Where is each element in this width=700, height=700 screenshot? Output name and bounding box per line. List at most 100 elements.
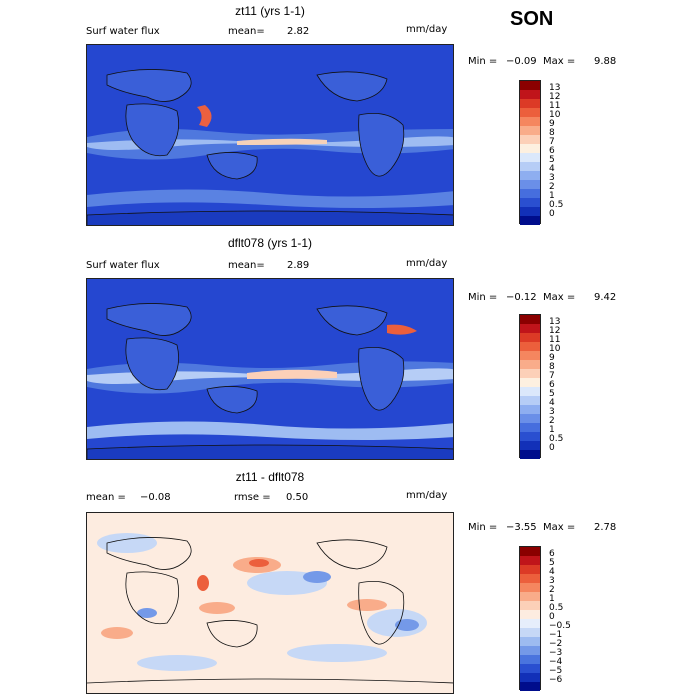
- colorbar-tick-label: 3: [549, 576, 555, 586]
- panel-1-max-value: 9.88: [594, 56, 617, 67]
- colorbar-segment: [520, 574, 540, 583]
- colorbar-tick-label: 8: [549, 362, 555, 372]
- panel-1-colorbar: [519, 80, 541, 225]
- colorbar-tick-label: 6: [549, 380, 555, 390]
- colorbar-segment: [520, 108, 540, 117]
- colorbar-segment: [520, 378, 540, 387]
- colorbar-segment: [520, 216, 540, 225]
- panel-3-min-label: Min =: [468, 522, 498, 533]
- colorbar-tick-label: 12: [549, 92, 561, 102]
- colorbar-segment: [520, 81, 540, 90]
- panel-2-mean-label: mean=: [228, 260, 265, 271]
- panel-1-map: [86, 44, 454, 226]
- colorbar-segment: [520, 315, 540, 324]
- colorbar-tick-label: 0: [549, 209, 555, 219]
- colorbar-tick-label: 4: [549, 164, 555, 174]
- panel-3-max-value: 2.78: [594, 522, 617, 533]
- panel-2-min-value: −0.12: [506, 292, 537, 303]
- colorbar-tick-label: 5: [549, 155, 555, 165]
- panel-3-mean-label: mean =: [86, 492, 126, 503]
- colorbar-tick-label: 11: [549, 335, 561, 345]
- colorbar-segment: [520, 153, 540, 162]
- colorbar-tick-label: 6: [549, 146, 555, 156]
- panel-2-variable: Surf water flux: [86, 260, 160, 271]
- colorbar-segment: [520, 369, 540, 378]
- colorbar-tick-label: −0.5: [549, 621, 571, 631]
- colorbar-segment: [520, 628, 540, 637]
- panel-3-colorbar: [519, 546, 541, 691]
- colorbar-segment: [520, 198, 540, 207]
- panel-1-variable: Surf water flux: [86, 26, 160, 37]
- colorbar-tick-label: 4: [549, 567, 555, 577]
- colorbar-tick-label: 1: [549, 594, 555, 604]
- colorbar-segment: [520, 664, 540, 673]
- colorbar-segment: [520, 673, 540, 682]
- colorbar-tick-label: −3: [549, 648, 563, 658]
- colorbar-segment: [520, 592, 540, 601]
- colorbar-segment: [520, 432, 540, 441]
- colorbar-tick-label: 12: [549, 326, 561, 336]
- colorbar-tick-label: 6: [549, 549, 555, 559]
- panel-1-min-value: −0.09: [506, 56, 537, 67]
- colorbar-tick-label: 0: [549, 612, 555, 622]
- colorbar-segment: [520, 180, 540, 189]
- colorbar-tick-label: 2: [549, 585, 555, 595]
- colorbar-tick-label: 5: [549, 389, 555, 399]
- colorbar-tick-label: −5: [549, 666, 563, 676]
- colorbar-tick-label: 7: [549, 137, 555, 147]
- panel-2-colorbar: [519, 314, 541, 459]
- colorbar-segment: [520, 207, 540, 216]
- colorbar-segment: [520, 99, 540, 108]
- colorbar-tick-label: 3: [549, 173, 555, 183]
- panel-3-units: mm/day: [406, 490, 448, 501]
- colorbar-segment: [520, 189, 540, 198]
- colorbar-segment: [520, 387, 540, 396]
- colorbar-tick-label: 3: [549, 407, 555, 417]
- colorbar-tick-label: 8: [549, 128, 555, 138]
- panel-2-map: [86, 278, 454, 460]
- colorbar-segment: [520, 117, 540, 126]
- colorbar-tick-label: −2: [549, 639, 563, 649]
- colorbar-tick-label: 13: [549, 83, 561, 93]
- panel-2-max-label: Max =: [543, 292, 576, 303]
- colorbar-tick-label: −4: [549, 657, 563, 667]
- colorbar-tick-label: 4: [549, 398, 555, 408]
- colorbar-segment: [520, 601, 540, 610]
- panel-1-min-label: Min =: [468, 56, 498, 67]
- colorbar-segment: [520, 655, 540, 664]
- colorbar-segment: [520, 144, 540, 153]
- colorbar-tick-label: −6: [549, 675, 563, 685]
- panel-3-rmse-label: rmse =: [234, 492, 271, 503]
- colorbar-tick-label: 13: [549, 317, 561, 327]
- colorbar-tick-label: 5: [549, 558, 555, 568]
- colorbar-tick-label: 11: [549, 101, 561, 111]
- colorbar-segment: [520, 450, 540, 459]
- colorbar-segment: [520, 90, 540, 99]
- colorbar-tick-label: 1: [549, 191, 555, 201]
- colorbar-tick-label: 2: [549, 416, 555, 426]
- panel-3-title: zt11 - dflt078: [235, 470, 305, 484]
- season-label: SON: [510, 8, 554, 30]
- colorbar-segment: [520, 682, 540, 691]
- colorbar-segment: [520, 405, 540, 414]
- colorbar-tick-label: 9: [549, 353, 555, 363]
- colorbar-segment: [520, 324, 540, 333]
- colorbar-tick-label: 9: [549, 119, 555, 129]
- colorbar-segment: [520, 619, 540, 628]
- panel-1-units: mm/day: [406, 24, 448, 35]
- colorbar-segment: [520, 583, 540, 592]
- panel-3-max-label: Max =: [543, 522, 576, 533]
- panel-2-units: mm/day: [406, 258, 448, 269]
- colorbar-tick-label: 1: [549, 425, 555, 435]
- panel-3-mean-value: −0.08: [140, 492, 171, 503]
- colorbar-segment: [520, 547, 540, 556]
- colorbar-tick-label: 0: [549, 443, 555, 453]
- colorbar-segment: [520, 162, 540, 171]
- colorbar-segment: [520, 565, 540, 574]
- colorbar-tick-label: 0.5: [549, 603, 564, 613]
- panel-2-min-label: Min =: [468, 292, 498, 303]
- panel-3-min-value: −3.55: [506, 522, 537, 533]
- panel-1-mean-label: mean=: [228, 26, 265, 37]
- colorbar-segment: [520, 135, 540, 144]
- colorbar-tick-label: −1: [549, 630, 563, 640]
